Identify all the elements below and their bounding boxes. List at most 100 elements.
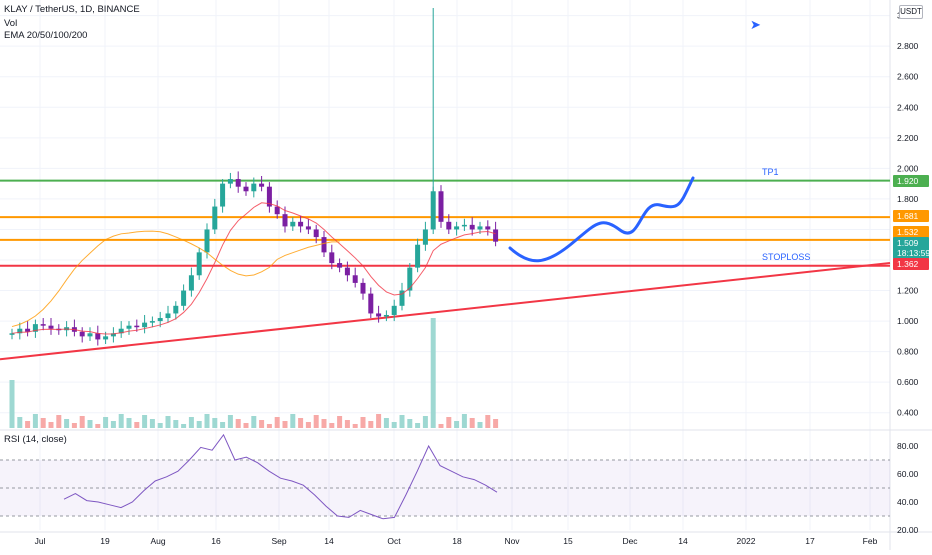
x-tick-label: Oct (387, 536, 401, 546)
candle-body (25, 328, 31, 332)
volume-bar (196, 421, 202, 428)
y-tick-label: 2.800 (897, 41, 919, 51)
candle-body (188, 275, 194, 291)
volume-bar (56, 415, 62, 428)
volume-bar (469, 418, 475, 428)
rsi-line (63, 433, 498, 520)
volume-bar (407, 419, 413, 428)
candle-body (149, 321, 155, 323)
x-tick-label: 15 (563, 536, 573, 546)
candle-body (251, 183, 257, 192)
volume-bar (126, 418, 132, 428)
candle-body (485, 226, 491, 230)
resistance2-price-tag: 1.532 (893, 226, 929, 238)
volume-bar (329, 423, 335, 428)
ema-50-line (11, 230, 340, 328)
ema-legend: EMA 20/50/100/200 (4, 30, 88, 41)
x-tick-label: Sep (271, 536, 286, 546)
volume-bar (9, 380, 15, 428)
y-tick-label: 2.600 (897, 72, 919, 82)
candle-body (290, 221, 296, 227)
candle-body (383, 314, 389, 317)
volume-bar (485, 415, 491, 428)
volume-bar (383, 418, 389, 428)
volume-bar (313, 415, 319, 428)
volume-bar (118, 414, 124, 428)
volume-bar (399, 415, 405, 428)
candle-body (235, 179, 241, 187)
x-tick-label: 19 (100, 536, 110, 546)
volume-bar (134, 422, 140, 428)
candle-body (126, 325, 132, 329)
volume-bar (368, 421, 374, 428)
candle-body (181, 290, 187, 306)
x-tick-label: 16 (211, 536, 221, 546)
volume-bar (305, 422, 311, 428)
candle-body (337, 263, 343, 268)
candle-body (469, 224, 475, 230)
candle-body (454, 226, 460, 230)
candle-body (204, 229, 210, 253)
candle-body (243, 186, 249, 192)
rsi-tick-label: 20.00 (897, 525, 919, 535)
volume-bar (274, 417, 280, 428)
candle-body (165, 313, 171, 319)
candle-body (118, 328, 124, 334)
rsi-tick-label: 40.00 (897, 497, 919, 507)
volume-bar (71, 423, 77, 428)
candle-body (493, 229, 499, 242)
candle-body (422, 229, 428, 245)
candle-body (313, 229, 319, 238)
x-tick-label: 14 (324, 536, 334, 546)
volume-bar (360, 417, 366, 428)
rocket-icon: ➤ (750, 17, 761, 32)
stoploss-label: STOPLOSS (762, 252, 811, 262)
volume-bar (157, 423, 163, 428)
volume-bar (454, 421, 460, 428)
volume-bar (235, 419, 241, 428)
volume-bar (204, 414, 210, 428)
x-tick-label: Jul (35, 536, 46, 546)
rsi-tick-label: 60.00 (897, 469, 919, 479)
volume-bar (64, 419, 70, 428)
candle-body (360, 282, 366, 294)
volume-bar (321, 419, 327, 428)
rsi-title: RSI (14, close) (4, 434, 67, 445)
candle-body (103, 336, 109, 340)
volume-legend: Vol (4, 18, 18, 29)
candle-body (173, 305, 179, 314)
volume-bar (181, 424, 187, 428)
currency-badge[interactable]: USDT (899, 5, 923, 19)
candle-body (259, 183, 265, 187)
x-tick-label: Dec (622, 536, 638, 546)
symbol-title: KLAY / TetherUS, 1D, BINANCE (4, 4, 140, 15)
candle-body (48, 325, 54, 329)
volume-bar (142, 415, 148, 428)
candle-body (220, 183, 226, 207)
y-tick-label: 0.800 (897, 347, 919, 357)
candle-body (79, 331, 85, 337)
volume-bar (477, 422, 483, 428)
volume-bar (376, 414, 382, 428)
volume-bar (446, 417, 452, 428)
candle-body (305, 226, 311, 230)
x-tick-label: Feb (863, 536, 878, 546)
tp1-label: TP1 (762, 167, 779, 177)
ema-20-line (11, 202, 496, 335)
x-tick-label: 2022 (737, 536, 756, 546)
candle-body (212, 206, 218, 230)
candle-body (477, 226, 483, 230)
y-tick-label: 2.000 (897, 163, 919, 173)
volume-bar (282, 421, 288, 428)
candle-body (95, 333, 101, 340)
x-tick-label: Nov (504, 536, 520, 546)
volume-bar (87, 420, 93, 428)
candle-body (227, 179, 233, 184)
candle-body (368, 293, 374, 314)
tp1-price-tag: 1.920 (893, 175, 929, 187)
candle-body (87, 333, 93, 337)
volume-bar (173, 420, 179, 428)
volume-bar (344, 420, 350, 428)
